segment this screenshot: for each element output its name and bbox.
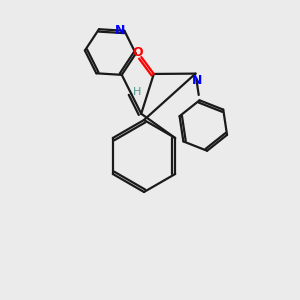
- Text: N: N: [115, 24, 125, 37]
- Text: N: N: [192, 74, 202, 87]
- Text: O: O: [132, 46, 143, 59]
- Text: H: H: [133, 87, 142, 97]
